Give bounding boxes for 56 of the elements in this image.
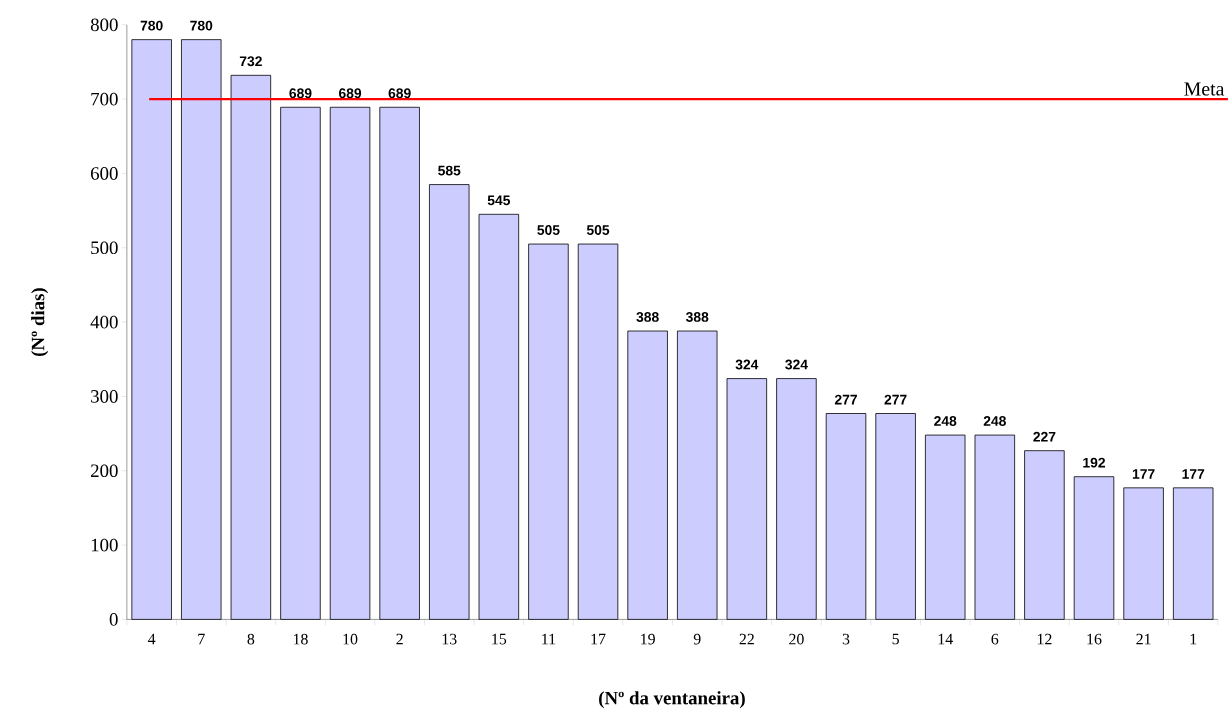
data-label: 324	[785, 359, 808, 370]
data-label: 388	[685, 311, 709, 322]
x-tick-label: 21	[1136, 633, 1151, 645]
x-tick-label: 18	[293, 633, 308, 645]
x-tick-label: 13	[442, 633, 457, 645]
data-label: 505	[586, 224, 610, 235]
data-label: 780	[190, 20, 213, 31]
y-tick-label: 300	[91, 389, 118, 403]
x-tick-label: 11	[542, 633, 556, 645]
data-label: 780	[140, 20, 163, 31]
y-tick-label: 100	[91, 538, 118, 552]
y-tick-label: 500	[91, 241, 118, 254]
x-tick-label: 6	[991, 633, 999, 645]
y-tick-label: 800	[90, 18, 118, 31]
x-tick-label: 15	[492, 633, 507, 645]
x-axis-title: (Nº da ventaneira)	[599, 690, 745, 708]
y-tick-label: 200	[91, 464, 118, 477]
data-label: 388	[636, 311, 659, 322]
data-label: 505	[537, 224, 560, 235]
x-tick-label: 8	[247, 633, 255, 645]
data-label: 324	[735, 359, 759, 370]
x-tick-label: 1	[1190, 633, 1197, 645]
data-label: 732	[239, 56, 262, 66]
y-axis-title: (Nº dias)	[31, 287, 49, 356]
x-tick-label: 3	[842, 633, 850, 645]
data-label: 277	[834, 394, 857, 405]
x-tick-label: 10	[343, 633, 358, 645]
data-label: 689	[338, 88, 362, 98]
x-tick-label: 4	[148, 633, 156, 645]
data-label: 177	[1132, 468, 1155, 479]
x-tick-label: 7	[198, 633, 205, 644]
x-tick-label: 14	[938, 633, 953, 645]
x-tick-label: 20	[789, 633, 804, 645]
data-label: 177	[1182, 468, 1205, 479]
data-label: 545	[487, 195, 511, 205]
y-tick-label: 400	[90, 315, 118, 329]
data-label: 277	[884, 394, 907, 405]
ref-line-label: Meta	[1184, 82, 1225, 96]
x-tick-label: 17	[591, 633, 606, 645]
x-tick-label: 2	[396, 633, 403, 645]
y-tick-label: 0	[109, 612, 118, 626]
data-label: 227	[1033, 431, 1056, 442]
data-label: 248	[983, 415, 1006, 426]
x-tick-label: 22	[739, 633, 754, 645]
x-tick-label: 9	[693, 633, 701, 645]
data-label: 192	[1083, 457, 1106, 468]
data-label: 689	[388, 88, 411, 98]
data-label: 689	[289, 88, 312, 98]
x-tick-label: 12	[1037, 633, 1052, 645]
data-label: 585	[438, 165, 461, 176]
data-label: 248	[934, 415, 957, 426]
x-tick-label: 16	[1087, 633, 1102, 645]
x-tick-label: 5	[892, 633, 899, 645]
y-tick-label: 700	[91, 92, 118, 106]
y-tick-label: 600	[90, 166, 118, 180]
x-tick-label: 19	[641, 633, 655, 645]
